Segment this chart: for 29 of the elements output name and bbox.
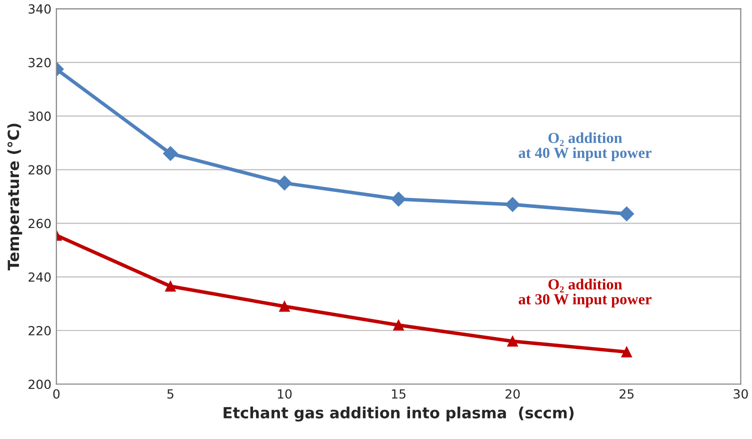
y-tick-label: 260 [28, 218, 51, 228]
point [505, 197, 520, 212]
point [163, 146, 178, 161]
x-tick-label: 20 [506, 389, 520, 399]
y-tick-label: 340 [28, 4, 51, 14]
y-tick-label: 300 [28, 111, 51, 121]
series-label: O₂ addition at 30 W input power [518, 278, 652, 308]
x-tick-label: 10 [278, 389, 292, 399]
text: O₂ addition at 40 W input power [518, 132, 652, 162]
point [619, 206, 634, 222]
y-tick-label: 240 [28, 272, 51, 282]
y-tick-label: 280 [28, 165, 51, 175]
point [621, 346, 632, 358]
x-tick-label: 0 [53, 389, 60, 399]
point [391, 192, 406, 207]
x-tick-label: 15 [392, 389, 406, 399]
y-tick-label: 220 [28, 326, 51, 336]
point [279, 300, 290, 312]
x-axis-title: Etchant gas addition into plasma (sccm) [224, 406, 574, 422]
x-tick-label: 25 [620, 389, 634, 399]
point [165, 280, 176, 292]
y-axis-title: Temperature (°C) [7, 124, 22, 270]
y-tick-label: 320 [28, 58, 51, 68]
x-tick-label: 5 [167, 389, 174, 399]
point [393, 320, 404, 331]
x-tick-label: 30 [734, 389, 748, 399]
point [277, 176, 292, 190]
point [507, 336, 518, 347]
y-tick-label: 200 [28, 380, 51, 390]
